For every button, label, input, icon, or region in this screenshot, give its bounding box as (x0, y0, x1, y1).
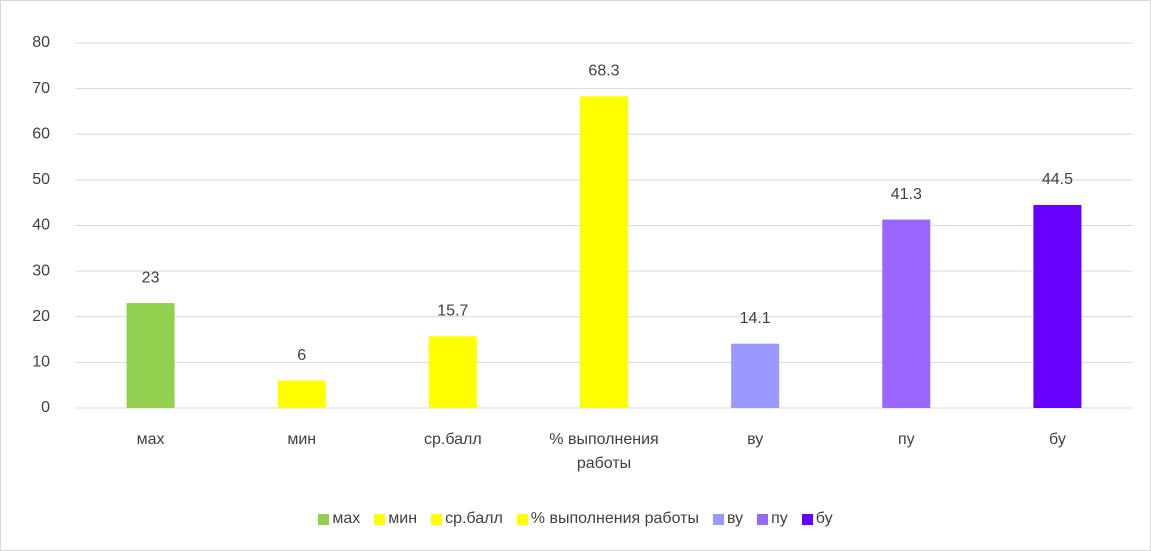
legend: мах мин ср.балл % выполнения работы ву пу бу (0, 510, 1151, 528)
legend-swatch (712, 513, 724, 525)
x-tick-label: бу (1049, 431, 1066, 448)
bar (731, 343, 780, 408)
legend-swatch (516, 513, 528, 525)
x-tick-label: пу (897, 431, 915, 448)
legend-label: % выполнения работы (530, 510, 699, 527)
y-tick-label: 60 (32, 125, 50, 142)
legend-swatch (801, 513, 813, 525)
x-tick-label: ср.балл (423, 431, 482, 448)
y-tick-label: 10 (32, 354, 50, 371)
bar (1033, 204, 1082, 408)
legend-swatch (431, 513, 443, 525)
data-label: 44.5 (1042, 171, 1073, 188)
data-label: 23 (142, 269, 160, 286)
legend-swatch (757, 513, 769, 525)
x-tick-label: ву (747, 431, 764, 448)
bar (428, 336, 477, 408)
y-tick-label: 70 (32, 80, 50, 97)
legend-label: пу (771, 510, 788, 527)
y-tick-label: 0 (41, 399, 50, 416)
bar (277, 380, 326, 408)
legend-item: мин (374, 510, 417, 528)
data-label: 41.3 (891, 186, 922, 203)
legend-item: % выполнения работы (516, 510, 699, 528)
bar (580, 96, 628, 408)
y-tick-label: 30 (32, 262, 50, 279)
legend-item: ву (712, 510, 744, 528)
y-tick-label: 40 (32, 217, 50, 234)
legend-label: ср.балл (445, 510, 503, 527)
x-tick-label: мин (287, 431, 317, 448)
data-label: 68.3 (588, 63, 619, 80)
legend-item: пу (757, 510, 788, 528)
legend-label: мин (388, 510, 418, 527)
legend-swatch (374, 513, 386, 525)
data-label: 6 (297, 347, 306, 364)
y-tick-label: 20 (32, 308, 50, 325)
data-label: 14.1 (740, 310, 771, 327)
bar (126, 303, 175, 408)
legend-item: бу (801, 510, 833, 528)
legend-label: мах (332, 510, 361, 527)
x-tick-label: мах (136, 431, 165, 448)
y-tick-label: 80 (32, 34, 50, 51)
data-label: 15.7 (437, 303, 468, 320)
legend-item: мах (318, 510, 360, 528)
legend-label: ву (726, 510, 744, 527)
x-tick-label: % выполнения работы (549, 431, 659, 472)
legend-item: ср.балл (431, 510, 503, 528)
y-tick-label: 50 (32, 171, 50, 188)
legend-label: бу (815, 510, 833, 527)
legend-swatch (318, 513, 330, 525)
bar (882, 219, 931, 408)
